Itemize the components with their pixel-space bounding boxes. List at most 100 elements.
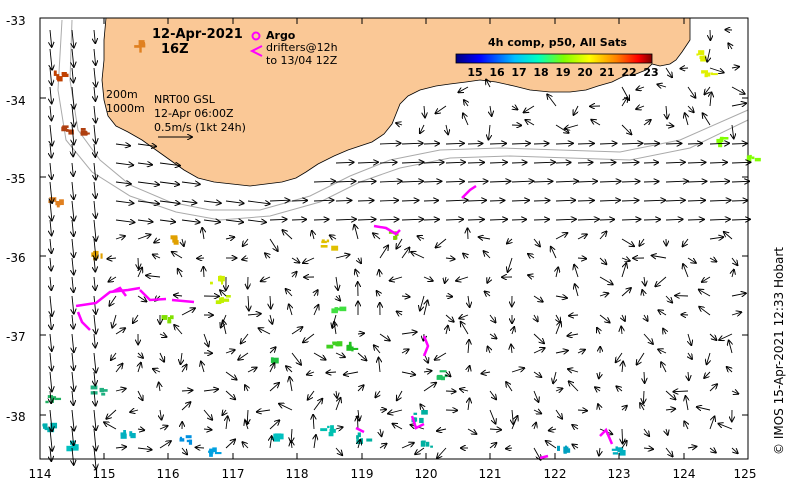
sst-patch [80,128,86,131]
current-arrow [291,352,301,365]
current-arrow [577,181,597,182]
current-arrow [445,143,464,144]
current-arrow [137,220,153,222]
current-arrow [358,409,359,421]
sst-patch [219,275,222,279]
sst-patch [353,347,359,350]
current-arrow [313,415,314,430]
current-arrow [401,372,415,375]
current-arrow [456,277,469,281]
current-arrow [344,372,359,375]
sst-patch [170,235,178,240]
drifter-track [75,286,141,308]
current-arrow [511,143,530,144]
current-arrow [702,276,711,282]
current-arrow [393,424,403,430]
lon-tick-label: 119 [350,467,374,481]
lat-tick-label: -38 [6,410,26,424]
current-arrow [401,162,423,163]
sst-patch [218,275,225,282]
map-date: 12-Apr-2021 [152,27,243,42]
current-arrow [731,200,747,201]
current-arrow [112,314,116,328]
current-arrow [50,276,51,290]
current-arrow [572,425,579,429]
current-arrow [420,295,425,310]
current-arrow [50,105,51,120]
current-arrow [94,428,96,450]
sst-patch [619,450,626,456]
current-arrow [599,200,620,201]
current-arrow [446,124,448,134]
sst-patch [179,436,183,441]
current-arrow [555,219,576,220]
current-arrow [72,371,74,391]
depth-label-1000m: 1000m [106,102,145,115]
current-arrow [437,429,447,431]
current-arrow [489,143,506,144]
current-arrow [687,181,706,182]
current-arrow [616,386,623,391]
current-arrow [115,389,126,391]
current-arrow [335,447,342,455]
colorbar-tick: 20 [577,66,593,79]
current-arrow [222,410,226,415]
current-arrow [418,236,425,239]
current-arrow [313,305,318,316]
sst-patch [718,142,723,148]
current-arrow [245,420,248,430]
current-arrow [72,314,73,329]
current-arrow [174,325,183,335]
colorbar-tick: 17 [511,66,527,79]
current-arrow [291,200,307,201]
current-arrow [335,255,350,258]
current-arrow [490,105,492,116]
sst-patch [225,295,231,298]
sst-patch [331,245,339,251]
current-arrow [225,371,237,380]
sst-patch [754,157,761,162]
current-arrow [94,181,96,198]
sst-patch [173,240,179,245]
sst-patch [419,417,424,424]
current-arrow [643,390,644,403]
sst-patch [320,428,328,432]
current-arrow [94,390,96,406]
current-arrow [511,181,533,182]
current-arrow [50,238,51,253]
current-arrow [72,352,74,370]
sst-patch [711,73,718,76]
current-arrow [683,238,689,246]
current-arrow [445,276,446,283]
drifter-track [76,311,91,331]
current-arrow [160,352,164,362]
colorbar [455,53,653,64]
sst-patch [221,280,224,285]
current-arrow [225,440,235,449]
current-arrow [358,258,361,263]
current-arrow [636,106,645,109]
sst-patch [271,436,278,441]
lat-tick-label: -36 [6,251,26,265]
current-arrow [269,219,287,220]
current-arrow [621,288,631,297]
sst-patch [336,341,343,347]
current-arrow [577,410,587,411]
sst-patch [57,76,63,82]
current-arrow [94,409,96,430]
current-arrow [468,398,470,411]
current-arrow [688,352,692,359]
current-arrow [415,447,425,454]
current-arrow [487,276,490,283]
current-arrow [282,230,293,240]
current-arrow [308,390,315,400]
product-line3: 0.5m/s (1kt 24h) [154,121,246,134]
current-arrow [665,162,685,163]
current-arrow [241,333,249,343]
current-arrow [574,105,579,115]
current-arrow [72,143,73,156]
current-arrow [556,314,560,322]
current-arrow [485,292,490,297]
current-arrow [94,352,96,373]
current-arrow [533,410,541,414]
